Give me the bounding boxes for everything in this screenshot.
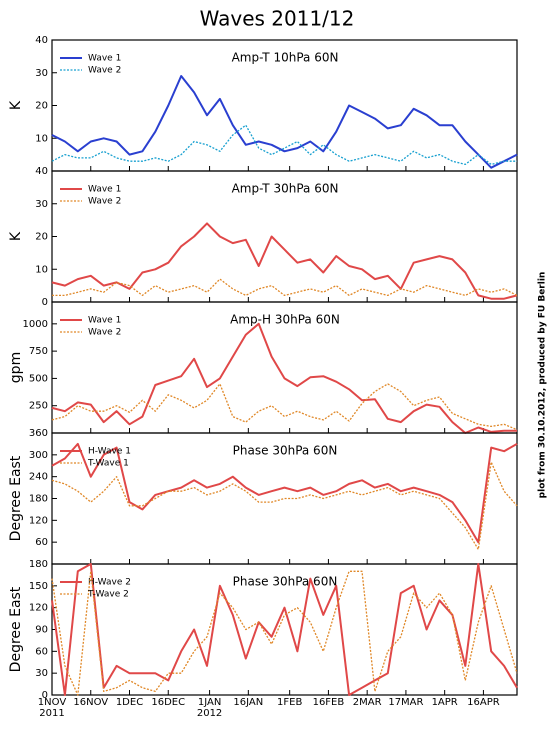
series-line bbox=[51, 461, 518, 551]
y-tick-label: 40 bbox=[35, 166, 48, 177]
panel-title: Phase 30hPa 60N bbox=[233, 444, 338, 458]
y-tick-label: 0 bbox=[42, 297, 48, 308]
y-axis-label: K bbox=[8, 100, 24, 110]
legend-label: H-Wave 2 bbox=[88, 578, 131, 588]
series-line bbox=[51, 222, 518, 300]
y-tick-label: 90 bbox=[35, 625, 48, 636]
x-tick-year: 2012 bbox=[197, 708, 222, 719]
page-title: Waves 2011/12 bbox=[200, 7, 355, 31]
y-tick-label: 30 bbox=[35, 668, 48, 679]
series-line bbox=[51, 322, 517, 434]
x-tick-label: 1APR bbox=[432, 697, 458, 708]
x-tick-label: 1DEC bbox=[116, 697, 143, 708]
y-tick-label: 360 bbox=[29, 428, 48, 439]
panel-title: Phase 30hPa 60N bbox=[233, 575, 338, 589]
y-tick-label: 40 bbox=[35, 35, 48, 46]
x-tick-label: 16NOV bbox=[73, 697, 108, 708]
x-tick-label: 16APR bbox=[467, 697, 500, 708]
series-line bbox=[51, 442, 518, 544]
series-line bbox=[51, 75, 518, 169]
y-tick-label: 180 bbox=[29, 494, 48, 505]
y-tick-label: 20 bbox=[35, 232, 48, 243]
series-line bbox=[52, 278, 518, 297]
footnote: plot from 30.10.2012, produced by FU Ber… bbox=[538, 272, 548, 499]
panel-title: Amp-H 30hPa 60N bbox=[230, 313, 340, 327]
x-tick-label: 17MAR bbox=[388, 697, 423, 708]
legend-label: Wave 2 bbox=[88, 328, 121, 338]
y-tick-label: 150 bbox=[29, 581, 48, 592]
series-line bbox=[51, 570, 518, 696]
y-axis-label: K bbox=[8, 231, 24, 241]
legend-label: Wave 1 bbox=[88, 54, 121, 64]
x-tick-label: 1NOV bbox=[38, 697, 67, 708]
series-line bbox=[51, 383, 518, 431]
legend-label: Wave 2 bbox=[88, 66, 121, 76]
y-tick-label: 250 bbox=[29, 401, 48, 412]
x-tick-year: 2011 bbox=[39, 708, 64, 719]
panel-title: Amp-T 30hPa 60N bbox=[232, 182, 339, 196]
y-axis-label: Degree East bbox=[8, 455, 24, 541]
y-tick-label: 180 bbox=[29, 559, 48, 570]
y-tick-label: 10 bbox=[35, 264, 48, 275]
y-tick-label: 1000 bbox=[23, 319, 48, 330]
x-tick-label: 1FEB bbox=[277, 697, 302, 708]
y-tick-label: 20 bbox=[35, 101, 48, 112]
y-tick-label: 750 bbox=[29, 346, 48, 357]
legend-label: Wave 1 bbox=[88, 316, 121, 326]
y-tick-label: 30 bbox=[35, 199, 48, 210]
y-axis-label: Degree East bbox=[8, 586, 24, 672]
x-tick-label: 2MAR bbox=[353, 697, 382, 708]
x-tick-label: 16DEC bbox=[151, 697, 185, 708]
y-axis-label: gpm bbox=[8, 352, 24, 383]
x-tick-label: 16JAN bbox=[233, 697, 263, 708]
legend-label: Wave 2 bbox=[88, 197, 121, 207]
y-tick-label: 60 bbox=[35, 646, 48, 657]
y-tick-label: 300 bbox=[29, 450, 48, 461]
y-tick-label: 60 bbox=[35, 537, 48, 548]
y-tick-label: 120 bbox=[29, 603, 48, 614]
x-tick-label: 1JAN bbox=[198, 697, 221, 708]
y-tick-label: 120 bbox=[29, 515, 48, 526]
series-line bbox=[51, 563, 518, 696]
legend-label: T-Wave 1 bbox=[87, 459, 129, 469]
x-tick-label: 16FEB bbox=[313, 697, 345, 708]
y-tick-label: 500 bbox=[29, 373, 48, 384]
panel-title: Amp-T 10hPa 60N bbox=[232, 51, 339, 65]
y-tick-label: 0 bbox=[42, 690, 48, 701]
legend-label: Wave 1 bbox=[88, 185, 121, 195]
y-tick-label: 10 bbox=[35, 133, 48, 144]
legend-label: T-Wave 2 bbox=[87, 590, 129, 600]
legend-label: H-Wave 1 bbox=[88, 447, 131, 457]
y-tick-label: 30 bbox=[35, 68, 48, 79]
y-tick-label: 240 bbox=[29, 472, 48, 483]
series-line bbox=[51, 124, 517, 166]
